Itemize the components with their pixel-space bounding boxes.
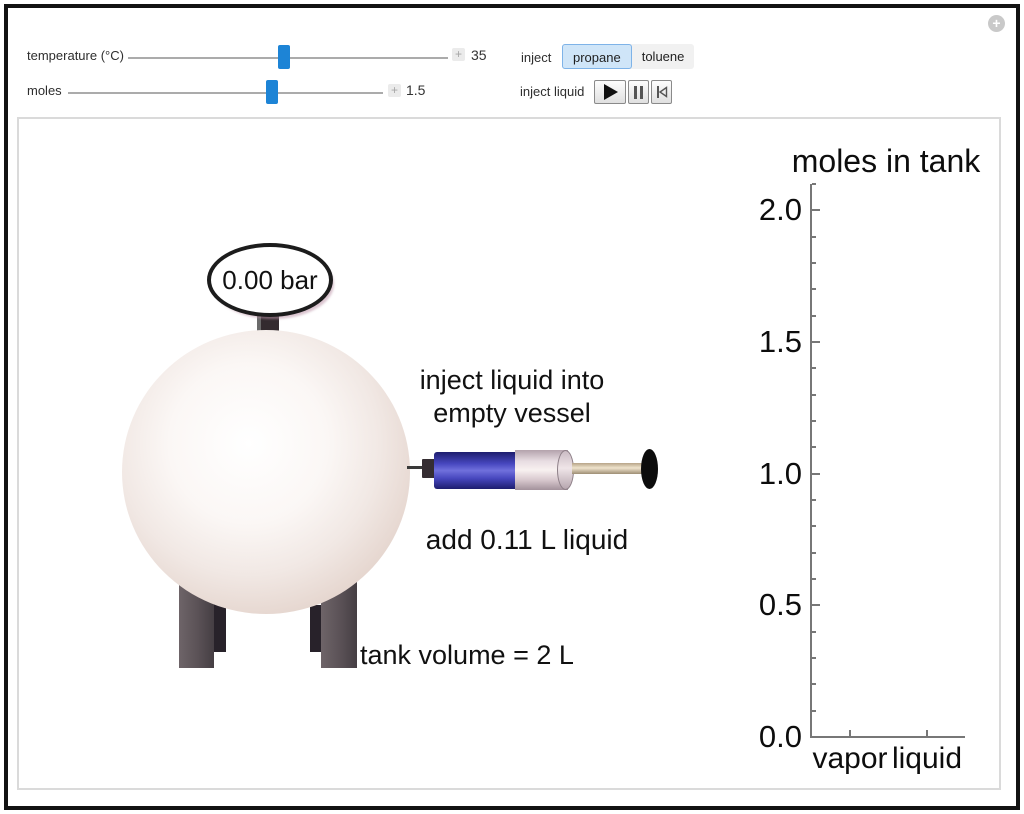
y-minor-tick (812, 288, 816, 291)
reset-to-start-icon (656, 86, 667, 98)
pressure-reading: 0.00 bar (222, 264, 318, 295)
inject-option-toluene[interactable]: toluene (641, 49, 685, 64)
corner-plus-icon[interactable]: + (988, 15, 1005, 32)
x-category-label: liquid (891, 742, 963, 775)
y-major-tick (812, 341, 820, 343)
y-minor-tick (812, 499, 816, 501)
y-minor-tick (812, 314, 816, 317)
play-button[interactable] (594, 80, 626, 104)
temperature-slider-thumb[interactable] (278, 45, 290, 69)
chart-x-axis (810, 736, 965, 738)
y-minor-tick (812, 551, 816, 554)
play-icon (604, 84, 618, 100)
pressure-gauge: 0.00 bar (207, 243, 333, 317)
tank-leg-back-right (310, 605, 323, 652)
tank-volume-label: tank volume = 2 L (360, 640, 574, 670)
y-tick-label: 1.5 (758, 324, 802, 359)
moles-slider-label: moles (27, 83, 62, 98)
y-minor-tick (812, 367, 816, 370)
y-minor-tick (812, 657, 816, 659)
moles-stepper-plus-icon[interactable]: + (388, 84, 401, 97)
temperature-slider-label: temperature (°C) (27, 48, 124, 63)
tank-sphere (122, 330, 410, 614)
y-minor-tick (812, 183, 816, 185)
y-minor-tick (812, 235, 816, 238)
reset-button[interactable] (651, 80, 672, 104)
y-minor-tick (812, 262, 816, 264)
moles-slider-thumb[interactable] (266, 80, 278, 104)
y-major-tick (812, 604, 820, 607)
y-tick-label: 2.0 (758, 192, 802, 228)
y-minor-tick (812, 393, 816, 396)
caption-line2: empty vessel (433, 398, 591, 428)
x-category-label: vapor (812, 742, 888, 775)
demonstration-panel: 0.00 bar inject liquid into empty vessel… (17, 117, 1001, 790)
moles-slider-track[interactable] (68, 92, 383, 94)
syringe-needle (407, 466, 434, 469)
y-tick-label: 1.0 (758, 455, 802, 491)
y-minor-tick (812, 420, 816, 422)
inject-label: inject (521, 50, 552, 65)
y-minor-tick (812, 578, 816, 580)
chart-y-axis (810, 184, 812, 737)
y-minor-tick (812, 683, 816, 686)
x-tick (926, 730, 928, 736)
syringe-connector (422, 459, 435, 478)
temperature-stepper-plus-icon[interactable]: + (452, 48, 465, 61)
x-tick (849, 730, 851, 736)
tank-leg-back-left (214, 604, 226, 652)
y-minor-tick (812, 446, 816, 449)
y-tick-label: 0.5 (758, 587, 802, 623)
chart-title: moles in tank (791, 143, 981, 179)
moles-value: 1.5 (406, 82, 426, 98)
syringe-plunger-handle (641, 449, 658, 489)
y-minor-tick (812, 709, 816, 712)
y-major-tick (812, 736, 820, 738)
syringe-liquid (434, 452, 515, 489)
inject-liquid-label: inject liquid (520, 84, 585, 99)
temperature-value: 35 (471, 47, 487, 63)
pause-icon (634, 85, 643, 99)
y-minor-tick (812, 525, 816, 528)
inject-option-propane[interactable]: propane (562, 44, 632, 69)
y-major-tick (812, 472, 820, 475)
pause-button[interactable] (628, 80, 649, 104)
y-major-tick (812, 209, 820, 212)
y-minor-tick (812, 630, 816, 633)
caption-line1: inject liquid into (419, 365, 605, 395)
y-tick-label: 0.0 (758, 719, 802, 754)
add-liquid-label: add 0.11 L liquid (425, 524, 629, 555)
inject-setter-bar: propane toluene (562, 44, 695, 69)
syringe-plunger-rod (572, 463, 645, 474)
